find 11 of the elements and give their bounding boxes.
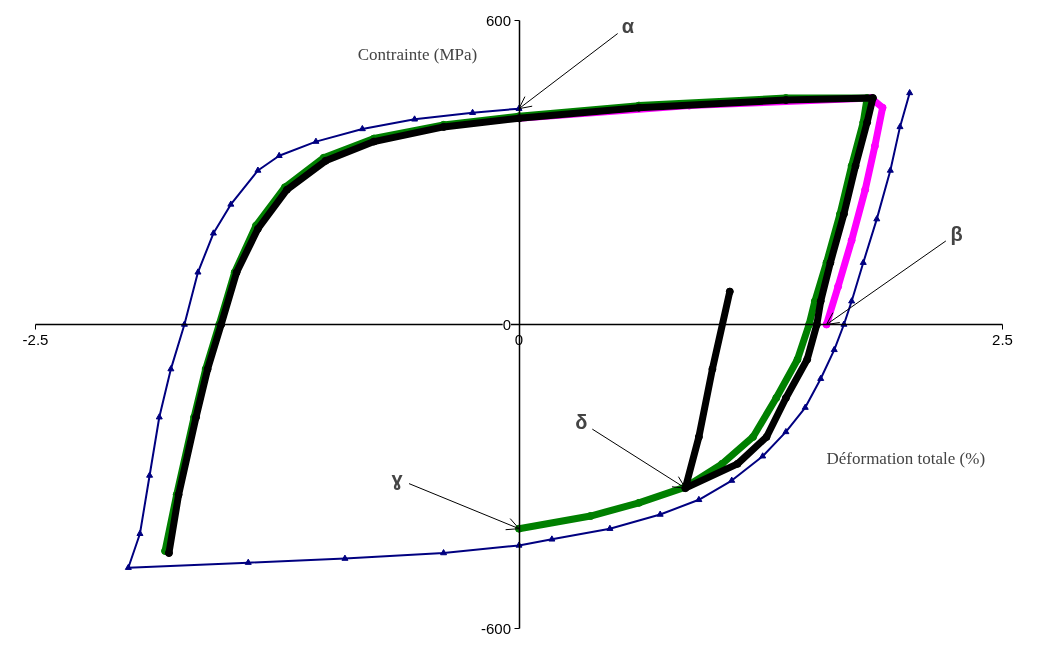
y-tick-label: 0 (502, 315, 511, 333)
y-axis-title: Contrainte (MPa) (357, 45, 478, 65)
annotation: β (950, 222, 963, 245)
x-tick-label: -2.5 (22, 330, 49, 348)
y-tick-label: 600 (485, 11, 511, 29)
x-tick-label: 2.5 (992, 330, 1013, 348)
x-axis-title: Déformation totale (%) (826, 448, 986, 468)
annotation: α (621, 14, 635, 37)
annotation: ɣ (391, 467, 404, 490)
annotation: δ (575, 411, 588, 434)
y-tick-label: -600 (480, 619, 512, 637)
